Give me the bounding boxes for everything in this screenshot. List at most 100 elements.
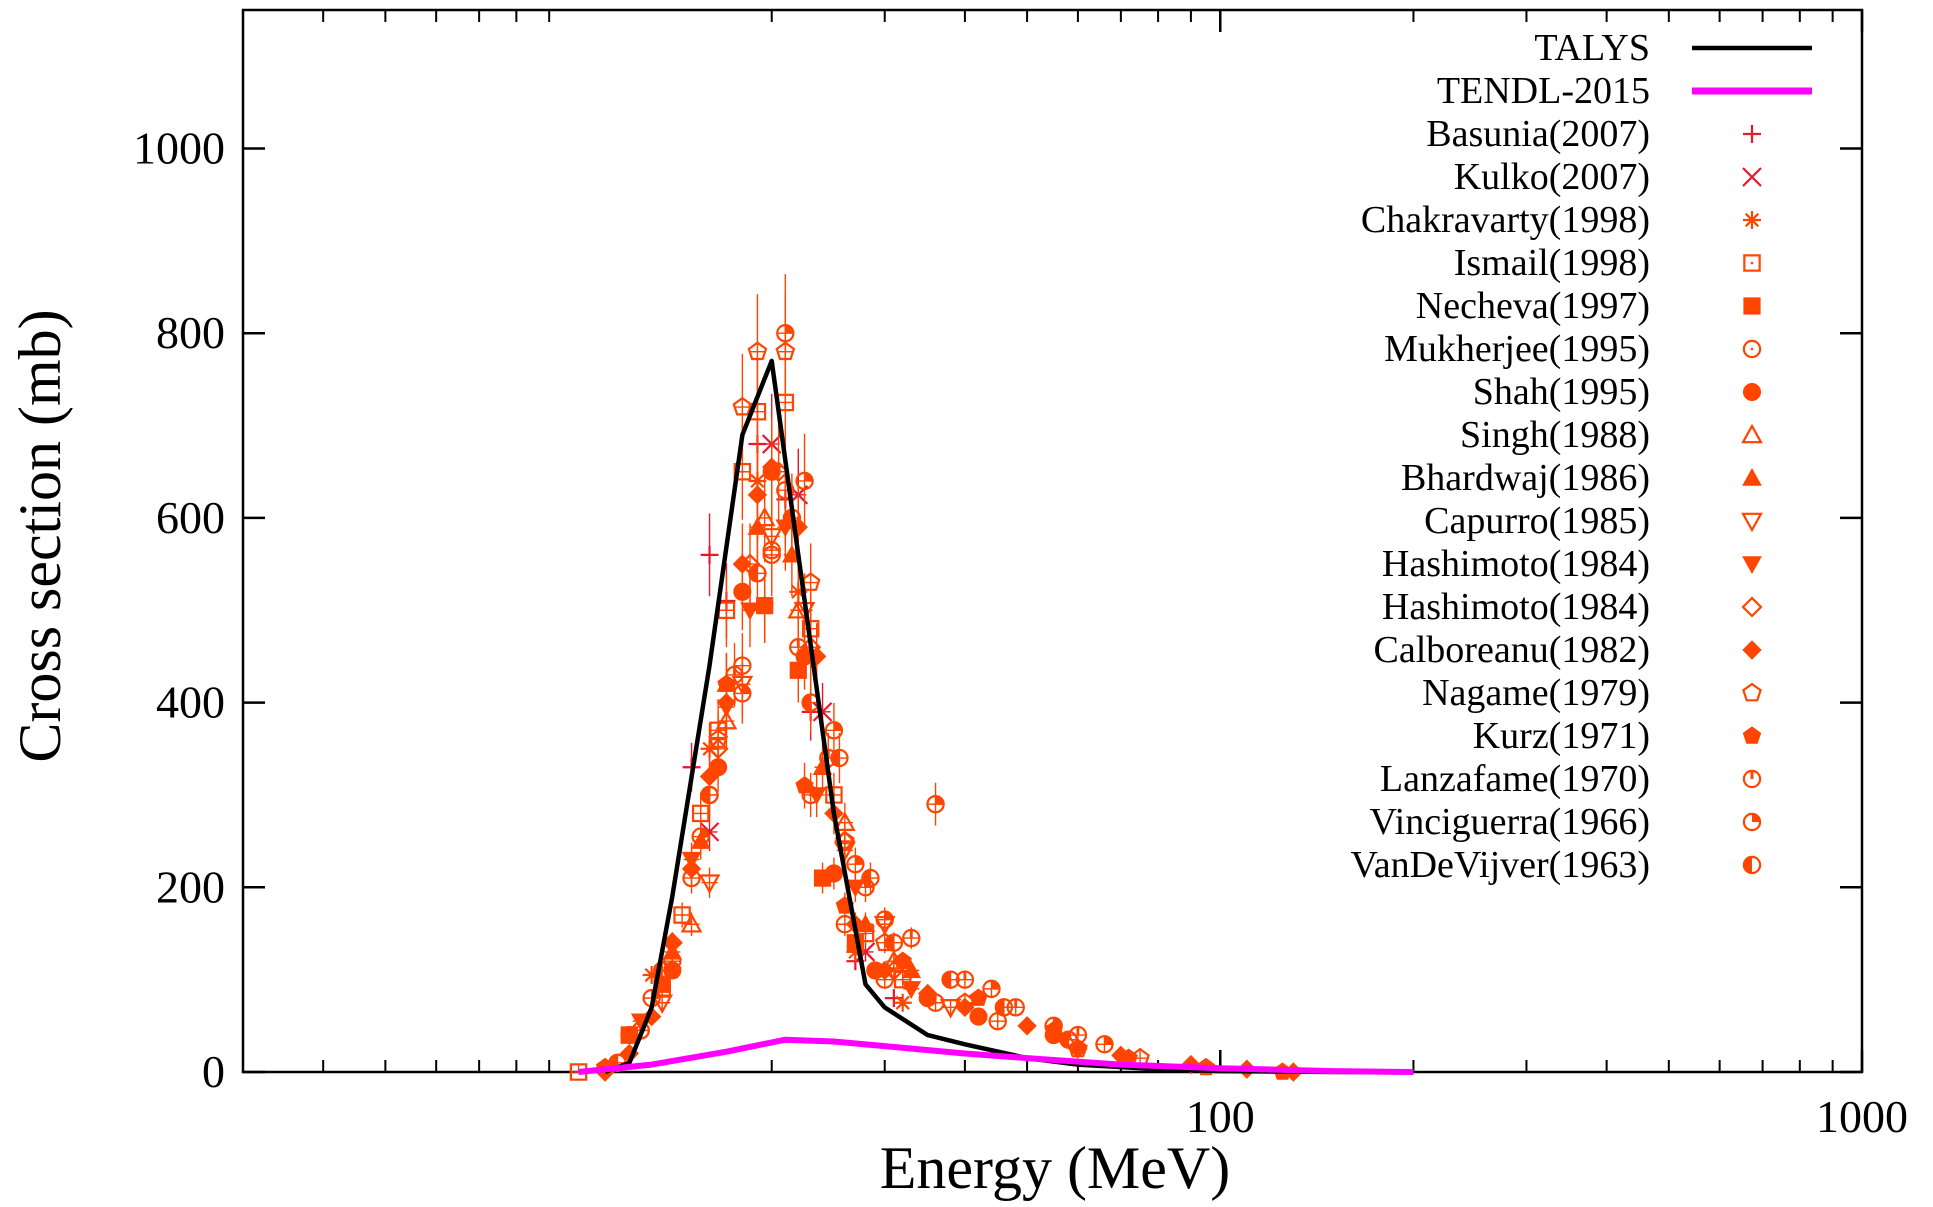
data-point [733,663,752,724]
data-point [698,867,721,898]
legend-label: TALYS [1534,27,1650,69]
y-axis-title: Cross section (mb) [7,309,73,762]
diamond-filled-marker [1742,640,1762,660]
data-point [748,533,767,614]
data-point [755,568,774,643]
triangle-up-filled-marker [1742,467,1762,486]
data-point [875,907,894,932]
data-point [1095,1035,1114,1054]
square-dot [699,812,702,815]
series-necheva-1997- [653,568,864,993]
line-tendl-2015 [578,1036,1414,1075]
legend-label: Mukherjee(1995) [1384,328,1650,370]
legend-marker [1743,254,1761,272]
legend-label: VanDeVijver(1963) [1350,844,1650,886]
axes [241,8,1864,1074]
legend-marker [1743,211,1761,229]
circle-half-fill [783,509,792,527]
pentagon-filled-marker [893,951,912,969]
legend-marker [1742,467,1762,486]
triangle-up-open-marker [1741,423,1763,444]
legend-label: Capurro(1985) [1424,500,1650,542]
circle-quarter-fill [855,856,864,865]
triangle-up-open-marker [680,912,703,933]
data-point [1068,1025,1088,1045]
series-mukherjee-1995- [631,443,1007,1040]
circle-open-marker [1742,339,1762,359]
data-point [789,613,808,682]
circle-filled-marker [824,864,843,883]
circle-quarter-fill [833,722,843,731]
data-point [875,960,895,981]
data-point [902,927,921,949]
tick-labels: 0 200 400 600 800 1000 100 1000 [133,123,1908,1142]
data-point [795,433,814,529]
circle-half-fill [995,999,1004,1016]
circle-half-fill [1060,1031,1069,1048]
x-tick-label: 100 [1186,1091,1255,1142]
plus-marker [884,989,903,1008]
data-point [982,979,1001,999]
data-point [901,960,922,979]
triangle-down-filled-marker [1742,556,1762,575]
series-vandevijver-1963- [608,473,1078,1072]
legend-marker [1741,512,1763,533]
data-point [732,523,753,605]
legend-label: Calboreanu(1982) [1374,629,1650,671]
legend-marker [1742,812,1762,832]
y-tick-label: 0 [202,1046,225,1097]
diamond-filled-marker [875,960,895,981]
triangle-down-open-marker [939,999,962,1019]
legend-label: Hashimoto(1984) [1382,543,1650,585]
data-point [1059,1030,1078,1049]
data-point [801,673,820,733]
circle-half-fill [862,869,871,887]
legend-label: Nagame(1979) [1422,672,1650,714]
circle-quarter-fill [742,685,751,694]
line-talys [604,358,1414,1075]
pentagon-open-marker [747,341,768,361]
square-dot [725,608,728,612]
pentagon-open-marker [1742,682,1762,702]
triangle-down-open-marker [1741,512,1763,533]
data-point [776,274,795,393]
circle-half-fill [1743,856,1752,874]
circle-quarter-fill [1752,813,1761,822]
y-tick-label: 800 [156,307,225,358]
y-tick-label: 200 [156,861,225,912]
data-point [846,847,865,881]
data-point [926,782,945,826]
data-point [917,983,938,1004]
square-open-marker [1743,254,1761,272]
legend-marker [1741,423,1763,444]
pentagon-open-marker [708,729,728,748]
data-point [762,508,781,592]
x-tick-label: 1000 [1816,1091,1908,1142]
diamond-open-marker [1741,596,1763,618]
y-tick-label: 600 [156,492,225,543]
data-point [893,951,912,971]
data-point [691,817,710,856]
pentagon-open-marker [732,396,753,416]
data-point [994,998,1014,1017]
legend-label: Necheva(1997) [1416,285,1650,327]
data-point [747,448,768,541]
pentagon-filled-marker [717,674,736,692]
legend-marker [1741,596,1763,618]
circle-filled-marker [969,1007,988,1026]
legend-label: Kulko(2007) [1454,156,1650,198]
circle-half-fill [885,934,894,951]
circle-half-fill [831,749,840,767]
data-point [806,772,827,818]
legend-marker [1742,855,1762,875]
star-marker [642,966,661,985]
legend-label: Kurz(1971) [1473,715,1650,757]
data-point [884,932,904,954]
triangle-down-filled-marker [901,981,922,999]
legend-marker [1743,297,1761,315]
legend-label: Ismail(1998) [1454,242,1650,284]
data-point [680,912,703,937]
square-dot [756,410,759,414]
data-point [1017,1016,1037,1036]
